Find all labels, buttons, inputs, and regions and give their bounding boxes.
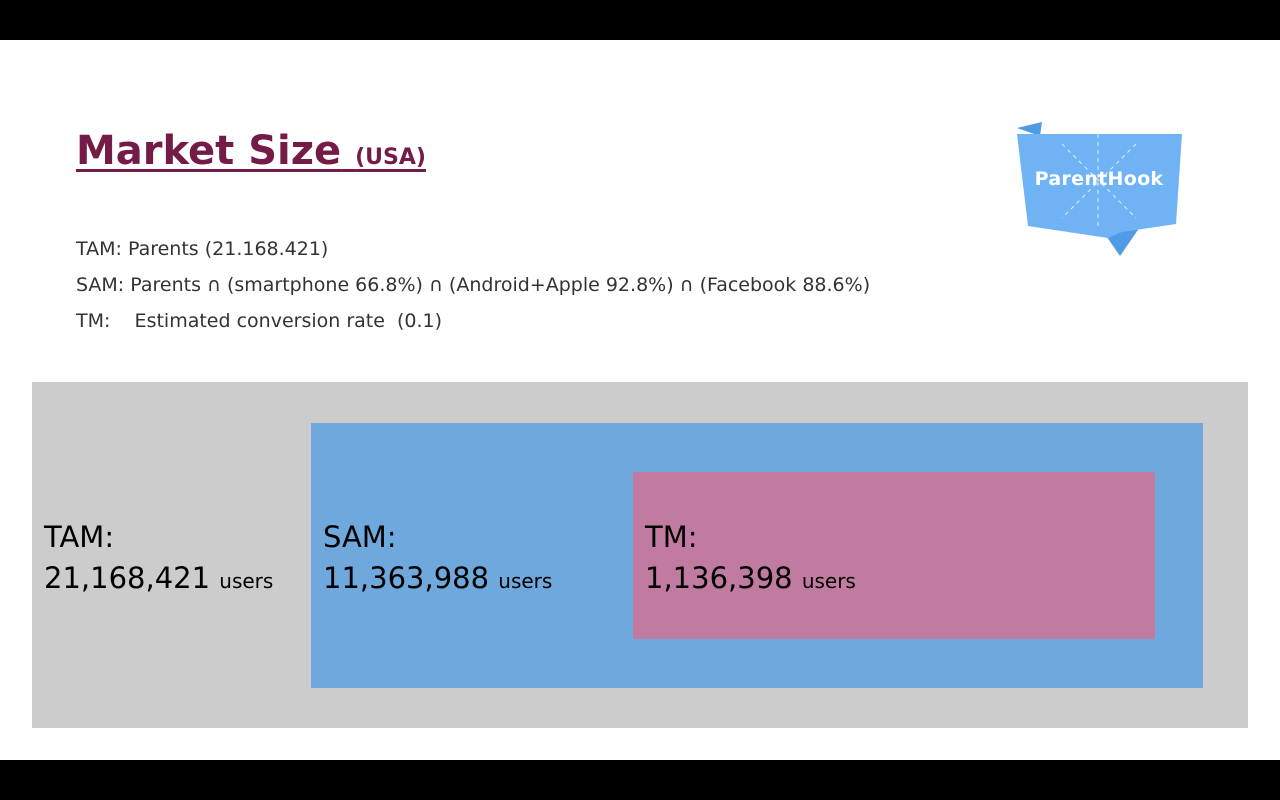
- title-main: Market Size: [76, 128, 342, 174]
- sam-value-line: 11,363,988 users: [323, 558, 552, 602]
- tm-box: [633, 472, 1155, 639]
- slide: Market Size (USA) TAM: Parents (21.168.4…: [0, 40, 1280, 760]
- sam-label: SAM: 11,363,988 users: [323, 517, 552, 602]
- tam-value: 21,168,421: [44, 561, 211, 595]
- tm-label: TM: 1,136,398 users: [645, 517, 856, 602]
- slide-title: Market Size (USA): [76, 128, 426, 174]
- logo-text: ParentHook: [1034, 168, 1164, 190]
- sam-title: SAM:: [323, 520, 397, 554]
- tam-label: TAM: 21,168,421 users: [44, 517, 273, 602]
- definition-tm: TM: Estimated conversion rate (0.1): [76, 310, 443, 332]
- definition-tam: TAM: Parents (21.168.421): [76, 238, 329, 260]
- letterbox-bottom: [0, 760, 1280, 800]
- tm-value: 1,136,398: [645, 561, 793, 595]
- tm-title: TM:: [645, 520, 698, 554]
- tm-unit: users: [801, 569, 856, 593]
- definitions-list: TAM: Parents (21.168.421) SAM: Parents ∩…: [76, 231, 870, 339]
- sam-value: 11,363,988: [323, 561, 490, 595]
- tam-title: TAM:: [44, 520, 115, 554]
- parenthook-logo: ParentHook: [1012, 120, 1186, 258]
- title-suffix: (USA): [355, 145, 426, 170]
- definition-sam: SAM: Parents ∩ (smartphone 66.8%) ∩ (And…: [76, 274, 871, 296]
- tam-unit: users: [219, 569, 274, 593]
- tam-value-line: 21,168,421 users: [44, 558, 273, 602]
- tm-value-line: 1,136,398 users: [645, 558, 856, 602]
- sam-unit: users: [498, 569, 553, 593]
- logo-banner-icon: [1017, 122, 1182, 256]
- letterbox-top: [0, 0, 1280, 40]
